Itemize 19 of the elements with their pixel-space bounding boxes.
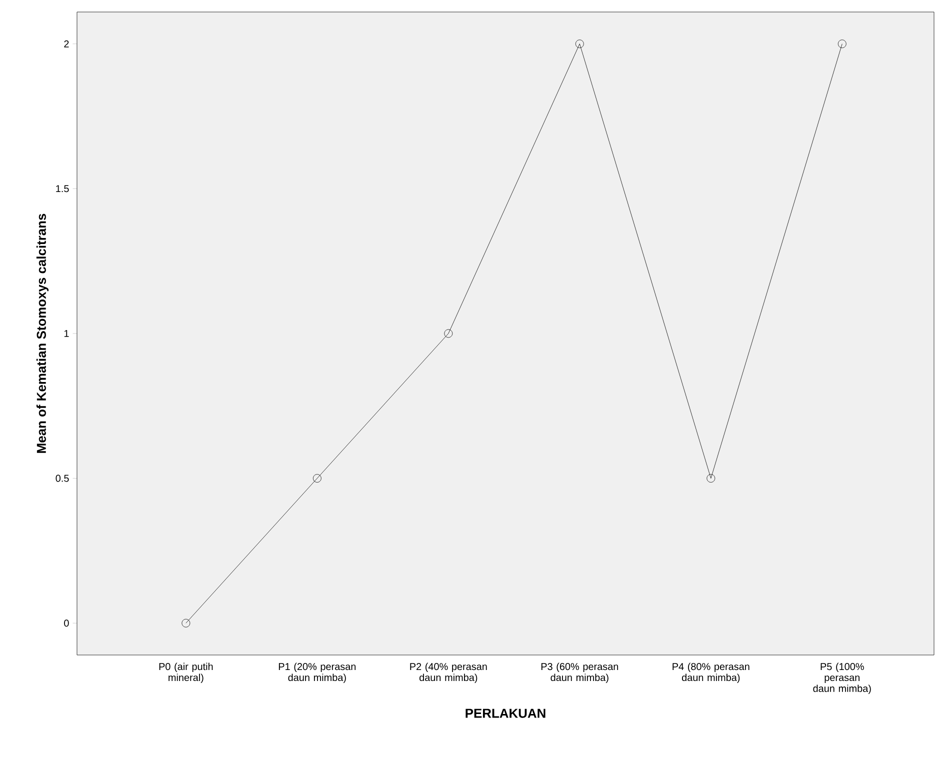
x-tick-label: P3 (60% perasan daun mimba) (541, 662, 618, 684)
point (312, 474, 322, 483)
x-axis-title: PERLAKUAN (466, 708, 546, 718)
point (444, 329, 453, 338)
point (838, 40, 846, 48)
y-tick-label: 1 (64, 330, 69, 337)
point (575, 40, 584, 48)
point (182, 618, 190, 628)
x-tick-label: P5 (100% perasan daun mimba) (813, 662, 871, 694)
x-tick-label: P1 (20% perasan daun mimba) (278, 662, 356, 684)
y-tick-label: 1.5 (56, 185, 69, 192)
x-tick-label: P4 (80% perasan daun mimba) (672, 662, 750, 684)
point (706, 474, 716, 483)
x-tick-label: P2 (40% perasan daun mimba) (410, 662, 487, 684)
y-tick-label: 2 (64, 40, 69, 48)
y-tick-label: 0 (64, 620, 69, 627)
x-tick-label: P0 (air putih mineral) (159, 662, 213, 684)
y-tick-label: 0.5 (56, 474, 69, 482)
y-axis-title: Mean of Kematian Stomoxys calcitrans (36, 214, 49, 453)
